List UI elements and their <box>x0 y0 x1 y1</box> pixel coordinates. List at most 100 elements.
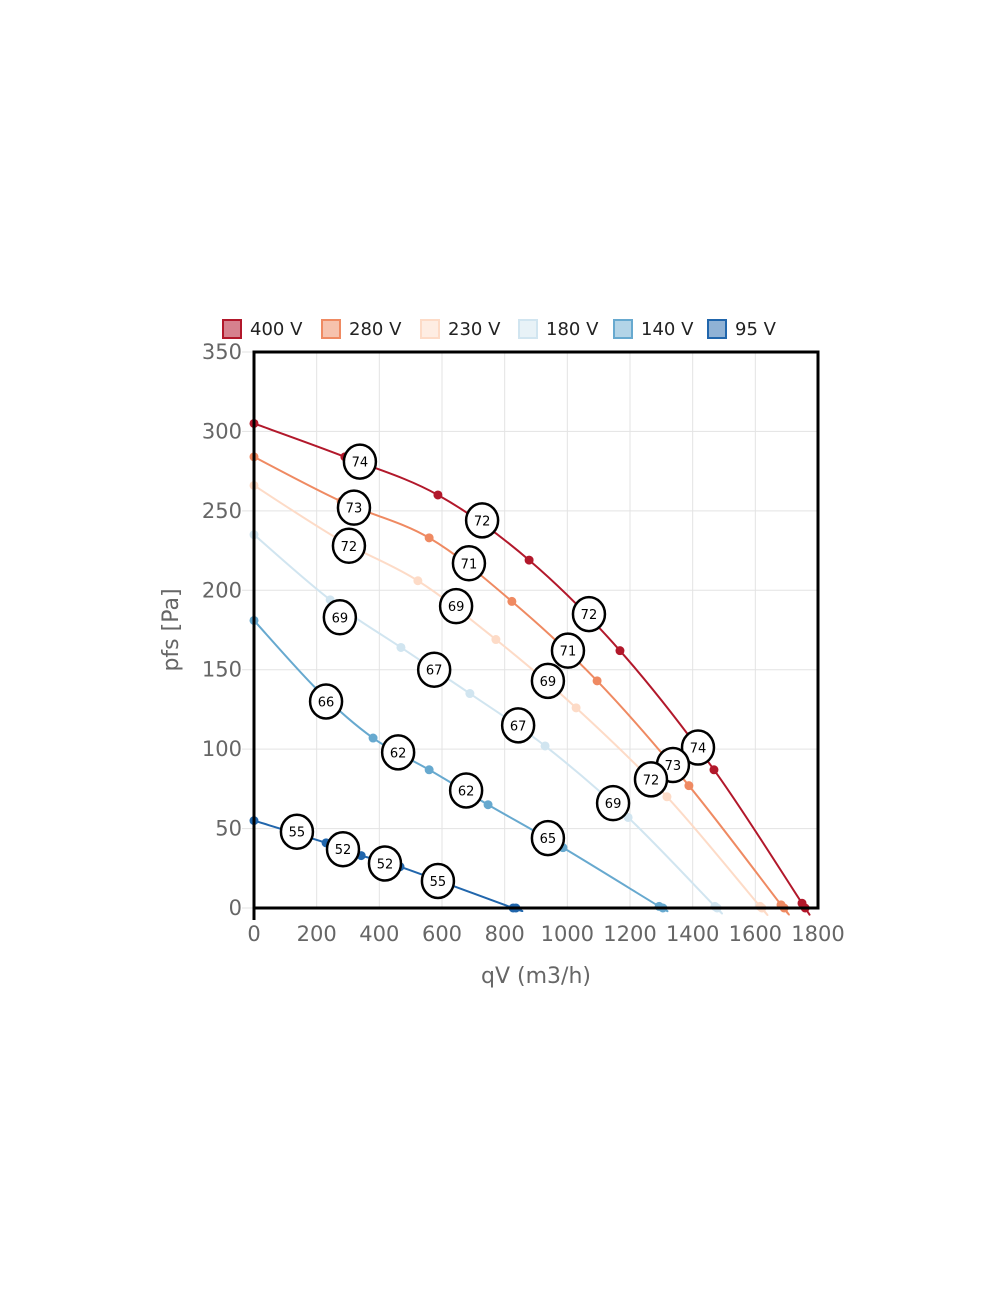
sound-level-badge <box>380 734 416 771</box>
sound-level-label: 74 <box>352 456 369 471</box>
series-line-180v <box>253 533 724 915</box>
legend-item[interactable]: 180 V <box>518 319 599 340</box>
legend-item[interactable]: 400 V <box>222 319 303 340</box>
legend-label: 280 V <box>349 319 402 340</box>
x-tick-label: 1600 <box>729 922 782 946</box>
x-tick-label: 1000 <box>541 922 594 946</box>
sound-level-badge <box>308 683 344 720</box>
legend-label: 95 V <box>735 319 777 340</box>
data-point <box>615 646 625 656</box>
axes: 0 200 400 600 800 1000 1200 1400 1600 1800 0 50 100 1… <box>202 340 845 946</box>
data-point <box>684 781 694 791</box>
legend-swatch <box>518 319 538 339</box>
data-point <box>465 689 475 699</box>
x-tick-label: 200 <box>297 922 337 946</box>
sound-level-badge <box>325 830 361 868</box>
sound-level-label: 66 <box>318 695 335 710</box>
sound-level-badge <box>571 595 607 633</box>
sound-level-label: 67 <box>510 719 527 734</box>
data-point <box>368 733 378 743</box>
sound-level-label: 69 <box>448 600 465 615</box>
x-tick-label: 0 <box>247 922 260 946</box>
sound-level-badge <box>279 813 315 850</box>
y-tick-label: 150 <box>202 658 242 682</box>
legend-swatch <box>707 319 727 339</box>
data-point <box>662 792 672 802</box>
legend-label: 180 V <box>546 319 599 340</box>
sound-level-badge <box>336 489 372 526</box>
sound-level-label: 69 <box>605 797 622 812</box>
y-tick-label: 100 <box>202 737 242 761</box>
sound-level-label: 52 <box>335 843 352 858</box>
label-layer: 74 72 72 74 73 71 71 73 72 69 69 72 69 67 67 69 66 62 62 65… <box>279 443 716 900</box>
sound-level-badge <box>464 502 500 539</box>
legend[interactable]: 400 V 280 V 230 V 180 V 140 V 95 V <box>222 319 777 340</box>
sound-level-badge <box>420 862 456 900</box>
legend-label: 140 V <box>641 319 694 340</box>
sound-level-label: 73 <box>346 502 363 517</box>
sound-level-badge <box>633 761 669 798</box>
sound-level-label: 69 <box>332 611 349 626</box>
sound-level-badge <box>438 587 474 625</box>
series-line-140v <box>253 619 669 913</box>
x-tick-label: 1800 <box>791 922 844 946</box>
sound-level-label: 72 <box>643 773 660 788</box>
sound-level-label: 71 <box>560 645 577 660</box>
legend-swatch <box>420 319 440 339</box>
x-tick-label: 1200 <box>603 922 656 946</box>
data-point <box>540 741 550 751</box>
sound-level-label: 71 <box>461 557 478 572</box>
legend-item[interactable]: 140 V <box>613 319 694 340</box>
data-point <box>413 576 423 586</box>
sound-level-badge <box>331 527 367 565</box>
sound-level-badge <box>448 772 484 809</box>
sound-level-label: 62 <box>390 746 407 761</box>
sound-level-badge <box>322 599 358 636</box>
sound-level-badge <box>680 729 716 766</box>
legend-swatch <box>321 319 341 339</box>
sound-level-label: 55 <box>430 875 447 890</box>
x-axis-label: qV (m3/h) <box>481 964 591 989</box>
legend-label: 230 V <box>448 319 501 340</box>
y-tick-label: 300 <box>202 419 242 443</box>
data-point <box>424 765 434 775</box>
legend-item[interactable]: 230 V <box>420 319 501 340</box>
sound-level-label: 67 <box>426 664 443 679</box>
data-point <box>592 676 602 686</box>
legend-label: 400 V <box>250 319 303 340</box>
sound-level-badge <box>416 651 452 688</box>
legend-swatch <box>613 319 633 339</box>
data-point <box>623 812 633 822</box>
data-point <box>483 800 493 810</box>
x-tick-label: 400 <box>359 922 399 946</box>
y-tick-label: 350 <box>202 340 242 364</box>
sound-level-badge <box>550 632 586 669</box>
legend-item[interactable]: 95 V <box>707 319 777 340</box>
x-tick-label: 600 <box>422 922 462 946</box>
legend-swatch <box>222 319 242 339</box>
data-point <box>709 765 719 775</box>
sound-level-badge <box>367 845 403 882</box>
sound-level-label: 62 <box>458 784 475 799</box>
sound-level-label: 73 <box>665 759 682 774</box>
sound-level-badge <box>451 545 487 582</box>
data-point <box>433 490 443 500</box>
data-point <box>424 533 434 543</box>
sound-level-label: 69 <box>540 675 557 690</box>
sound-level-badge <box>342 443 378 480</box>
y-tick-label: 0 <box>229 896 242 920</box>
x-tick-label: 1400 <box>666 922 719 946</box>
sound-level-label: 72 <box>341 540 358 555</box>
y-tick-label: 250 <box>202 499 242 523</box>
legend-item[interactable]: 280 V <box>321 319 402 340</box>
sound-level-badge <box>595 784 631 822</box>
data-point <box>396 642 406 652</box>
sound-level-label: 74 <box>690 742 707 757</box>
data-point <box>491 635 501 645</box>
data-point <box>507 596 517 606</box>
data-point <box>524 555 534 565</box>
sound-level-badge <box>530 662 566 700</box>
data-point <box>571 703 581 713</box>
sound-level-label: 72 <box>581 608 598 623</box>
